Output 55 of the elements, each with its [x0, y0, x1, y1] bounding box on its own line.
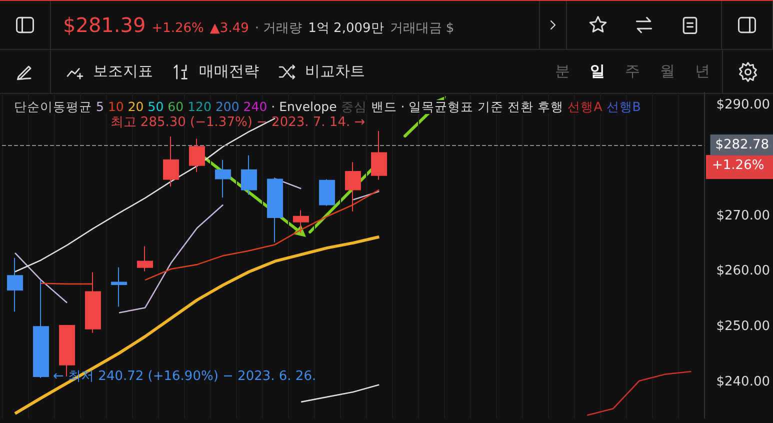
text: 일	[590, 62, 605, 81]
text: 주	[625, 62, 640, 81]
text: 1억 2,009만	[308, 20, 384, 38]
candlestick	[7, 257, 23, 312]
legend-label: 240	[243, 99, 268, 114]
text: ▲3.49	[210, 20, 249, 38]
candlestick	[85, 272, 101, 334]
candlestick	[189, 138, 205, 173]
text: +1.26%	[712, 158, 764, 174]
text: 비교차트	[305, 62, 365, 81]
y-tick-label: $240.00	[716, 374, 770, 390]
text: 년	[695, 62, 710, 81]
annotation: · Envelope	[271, 99, 337, 114]
text: 매매전략	[199, 62, 259, 81]
y-tick-label: $290.00	[716, 98, 770, 113]
annotation: 최고 285.30 (−1.37%) − 2023. 7. 14. →	[110, 115, 366, 130]
candlestick	[111, 266, 127, 308]
text: +1.26%	[152, 20, 204, 38]
text: 10	[108, 99, 124, 114]
legend-label: 중심	[340, 99, 367, 114]
text: 거래대금 $	[390, 20, 454, 38]
line-series	[586, 370, 692, 416]
text: 선행A	[568, 99, 602, 114]
line-series	[14, 235, 381, 416]
text: 20	[128, 99, 144, 114]
ref-line-label: $282.78	[715, 138, 770, 153]
y-tick-label: $270.00	[716, 208, 770, 224]
text: · 거래량	[254, 20, 302, 38]
legend-label: 기준	[478, 99, 504, 114]
legend-label: 200	[215, 99, 240, 114]
candlestick	[319, 178, 335, 206]
candlestick	[267, 177, 283, 243]
candlestick	[241, 154, 257, 196]
annotation: · 일목균형표	[400, 99, 474, 114]
candlestick	[345, 162, 361, 212]
legend-label: 60	[168, 99, 184, 114]
candlestick	[163, 136, 179, 187]
line-series	[300, 384, 380, 403]
text: 월	[660, 62, 675, 81]
legend-label: 전환	[508, 99, 534, 114]
legend-label: 후행	[538, 99, 564, 114]
text: 분	[555, 62, 570, 81]
candlestick	[137, 246, 153, 272]
legend-label: 120	[188, 99, 212, 114]
text: 5	[96, 99, 104, 114]
candlestick	[33, 280, 49, 379]
text: $281.39	[63, 12, 146, 39]
legend-title: 단순이동평균	[14, 99, 92, 114]
text: 보조지표	[93, 62, 153, 81]
legend-label: 50	[148, 99, 164, 114]
legend-label: 선행B	[606, 99, 641, 114]
candlestick	[215, 159, 231, 198]
y-tick-label: $250.00	[716, 319, 770, 334]
text: 밴드	[370, 99, 397, 114]
y-tick-label: $260.00	[716, 264, 770, 279]
